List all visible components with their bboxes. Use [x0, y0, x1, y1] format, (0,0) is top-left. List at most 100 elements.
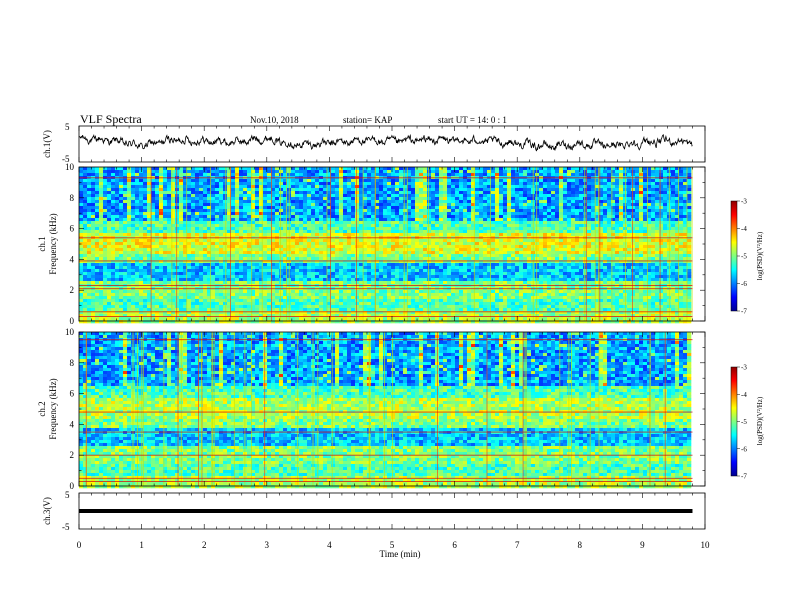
spectrogram-cell — [247, 251, 252, 255]
spectrogram-cell — [239, 263, 244, 267]
spectrogram-cell — [291, 224, 296, 228]
spectrogram-cell — [343, 221, 348, 225]
spectrogram-cell — [379, 206, 384, 210]
spectrogram-cell — [343, 269, 348, 273]
spectrogram-cell — [331, 230, 336, 234]
spectrogram-cell — [363, 179, 368, 183]
spectrogram-cell — [379, 203, 384, 207]
spectrogram-cell — [219, 200, 224, 204]
spectrogram-cell — [375, 239, 380, 243]
spectrogram-cell — [99, 245, 104, 249]
spectrogram-cell — [251, 248, 256, 252]
spectrogram-cell — [407, 203, 412, 207]
spectrogram-cell — [419, 293, 424, 297]
spectrogram-cell — [395, 296, 400, 300]
spectrogram-cell — [247, 227, 252, 231]
spectrogram-cell — [427, 200, 432, 204]
spectrogram-cell — [275, 263, 280, 267]
spectrogram-cell — [207, 191, 212, 195]
spectrogram-cell — [127, 188, 132, 192]
spectrogram-cell — [95, 320, 100, 324]
spectrogram-cell — [371, 266, 376, 270]
spectrogram-cell — [191, 170, 196, 174]
spectrogram-cell — [175, 308, 180, 312]
spectrogram-cell — [399, 296, 404, 300]
spectrogram-cell — [439, 191, 444, 195]
spectrogram-cell — [107, 314, 112, 318]
spectrogram-cell — [351, 305, 356, 309]
spectrogram-cell — [407, 233, 412, 237]
spectrogram-cell — [311, 242, 316, 246]
spectrogram-cell — [139, 299, 144, 303]
spectrogram-cell — [219, 218, 224, 222]
spectrogram-cell — [371, 212, 376, 216]
spectrogram-cell — [407, 302, 412, 306]
spectrogram-cell — [195, 212, 200, 216]
spectrogram-cell — [87, 308, 92, 312]
spectrogram-cell — [163, 314, 168, 318]
spectrogram-cell — [331, 320, 336, 324]
spectrogram-cell — [343, 245, 348, 249]
spectrogram-cell — [279, 248, 284, 252]
spectrogram-cell — [319, 218, 324, 222]
spectrogram-cell — [143, 179, 148, 183]
spectrogram-cell — [235, 257, 240, 261]
spectrogram-cell — [279, 311, 284, 315]
spectrogram-cell — [275, 179, 280, 183]
spectrogram-cell — [283, 260, 288, 264]
spectrogram-cell — [339, 257, 344, 261]
spectrogram-cell — [443, 296, 448, 300]
spectrogram-cell — [115, 275, 120, 279]
spectrogram-cell — [367, 281, 372, 285]
spectrogram-cell — [451, 290, 456, 294]
spectrogram-cell — [203, 227, 208, 231]
spectrogram-cell — [255, 275, 260, 279]
spectrogram-cell — [259, 191, 264, 195]
spectrogram-cell — [403, 260, 408, 264]
spectrogram-cell — [403, 299, 408, 303]
spectrogram-cell — [279, 227, 284, 231]
spectrogram-cell — [111, 197, 116, 201]
spectrogram-cell — [263, 317, 268, 321]
spectrogram-cell — [119, 167, 124, 171]
spectrogram-cell — [103, 308, 108, 312]
spectrogram-cell — [99, 275, 104, 279]
spectrogram-cell — [283, 242, 288, 246]
spectrogram-cell — [199, 179, 204, 183]
spectrogram-cell — [135, 248, 140, 252]
spectrogram-cell — [115, 230, 120, 234]
spectrogram-cell — [147, 305, 152, 309]
spectrogram-cell — [291, 185, 296, 189]
spectrogram-cell — [223, 191, 228, 195]
spectrogram-cell — [87, 218, 92, 222]
spectrogram-cell — [355, 245, 360, 249]
spectrogram-cell — [267, 242, 272, 246]
spectrogram-cell — [419, 224, 424, 228]
spectrogram-cell — [167, 185, 172, 189]
spectrogram-cell — [259, 200, 264, 204]
spectrogram-cell — [263, 266, 268, 270]
spectrogram-cell — [415, 239, 420, 243]
spectrogram-cell — [307, 278, 312, 282]
spectrogram-cell — [191, 188, 196, 192]
spectrogram-cell — [431, 290, 436, 294]
spectrogram-cell — [283, 299, 288, 303]
spectrogram-cell — [411, 302, 416, 306]
spectrogram-cell — [391, 170, 396, 174]
spectrogram-cell — [87, 263, 92, 267]
spectrogram-cell — [183, 167, 188, 171]
spectrogram-cell — [447, 260, 452, 264]
spectrogram-cell — [351, 248, 356, 252]
spectrogram-cell — [319, 308, 324, 312]
spectrogram-cell — [375, 227, 380, 231]
spectrogram-cell — [423, 242, 428, 246]
spectrogram-cell — [111, 317, 116, 321]
spectrogram-cell — [367, 206, 372, 210]
spectrogram-cell — [211, 245, 216, 249]
spectrogram-cell — [427, 248, 432, 252]
spectrogram-cell — [155, 311, 160, 315]
spectrogram-cell — [319, 293, 324, 297]
spectrogram-cell — [95, 281, 100, 285]
spectrogram-cell — [191, 281, 196, 285]
spectrogram-cell — [107, 182, 112, 186]
